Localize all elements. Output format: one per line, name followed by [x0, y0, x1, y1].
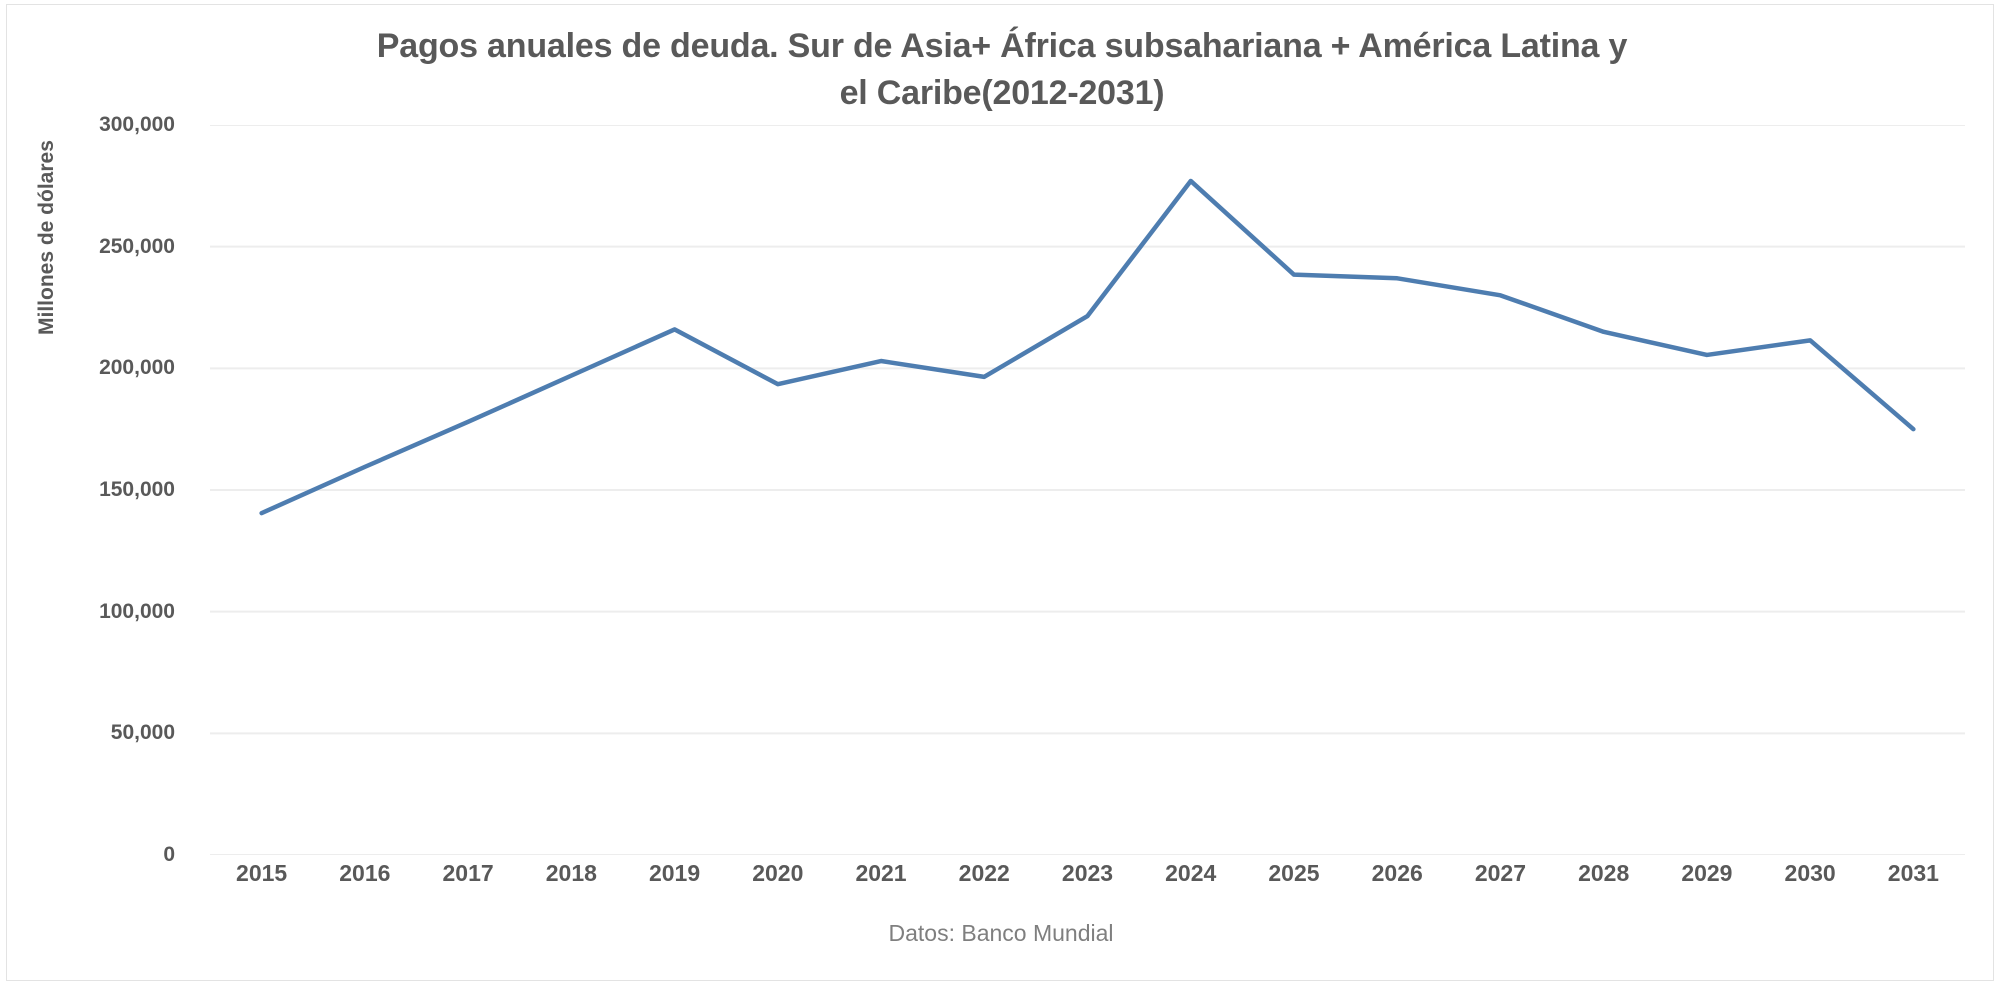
x-axis-tick-label: 2018 — [545, 860, 597, 886]
x-axis-tick-label: 2024 — [1165, 860, 1217, 886]
x-axis-tick-label: 2030 — [1784, 860, 1836, 886]
x-axis-tick-label: 2020 — [752, 860, 804, 886]
chart-title-line-2: el Caribe(2012-2031) — [839, 73, 1165, 112]
y-axis-tick-label: 300,000 — [99, 113, 175, 136]
x-axis-tick-label: 2021 — [855, 860, 907, 886]
x-axis-tick-label: 2019 — [648, 860, 701, 886]
x-axis-tick-label: 2016 — [339, 860, 391, 886]
y-axis-tick-label: 150,000 — [99, 478, 175, 501]
x-axis-tick-label: 2015 — [236, 860, 288, 886]
x-axis-tick-label: 2022 — [958, 860, 1010, 886]
plot-area — [210, 125, 1965, 855]
y-axis-tick-label: 50,000 — [110, 721, 175, 745]
chart-title-line-1: Pagos anuales de deuda. Sur de Asia+ Áfr… — [376, 27, 1628, 65]
x-axis-tick-label: 2026 — [1371, 860, 1423, 886]
x-axis-tick-label: 2031 — [1887, 860, 1939, 886]
x-axis-tick-label: 2027 — [1474, 860, 1527, 886]
y-axis-tick-label: 250,000 — [99, 234, 175, 258]
x-axis-tick-label: 2028 — [1578, 860, 1630, 886]
y-axis-tick-label: 100,000 — [99, 599, 175, 623]
y-axis-tick-label: 200,000 — [99, 356, 175, 380]
x-axis-labels: 2015 2016 2017 2018 2019 2020 2021 2022 2023 2024… — [210, 860, 1965, 900]
gridlines — [210, 125, 1965, 855]
y-axis-tick-label: 0 — [163, 843, 175, 866]
chart-plot-svg — [210, 125, 1965, 855]
x-axis-tick-label: 2025 — [1268, 860, 1320, 886]
x-axis-tick-label: 2029 — [1681, 860, 1733, 886]
chart-source-note: Datos: Banco Mundial — [888, 920, 1114, 946]
chart-container: Pagos anuales de deuda. Sur de Asia+ Áfr… — [6, 4, 1994, 981]
chart-title: Pagos anuales de deuda. Sur de Asia+ Áfr… — [187, 23, 1817, 117]
x-axis-tick-label: 2017 — [442, 860, 494, 886]
x-axis-tick-label: 2023 — [1061, 860, 1114, 886]
data-series-line — [259, 178, 1916, 516]
